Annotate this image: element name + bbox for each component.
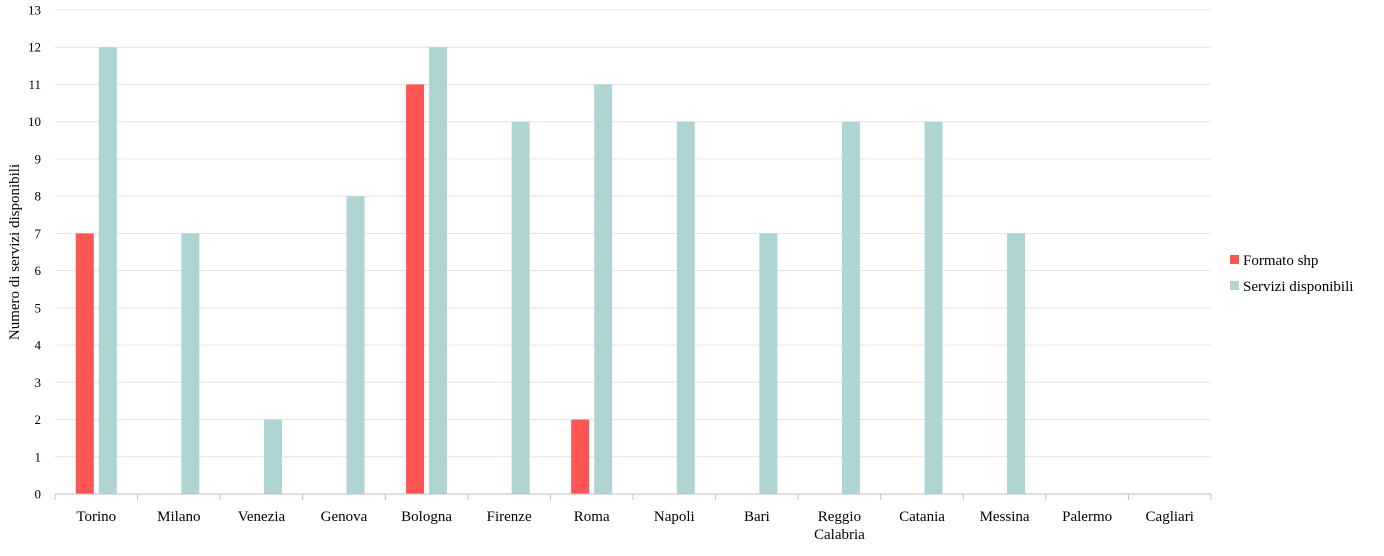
bar-servizi-disponibili bbox=[346, 196, 365, 494]
bar-formato-shp bbox=[571, 419, 590, 494]
bar-servizi-disponibili bbox=[841, 121, 860, 494]
bar-servizi-disponibili bbox=[676, 121, 695, 494]
x-tick-label: Torino bbox=[76, 509, 116, 525]
x-tick-label: Genova bbox=[321, 509, 368, 525]
legend-swatch-formato-shp bbox=[1230, 255, 1239, 264]
x-tick-label: Milano bbox=[157, 509, 200, 525]
x-tick-label: Napoli bbox=[654, 509, 695, 525]
bar-servizi-disponibili bbox=[924, 121, 943, 494]
legend: Formato shp Servizi disponibili bbox=[1230, 253, 1353, 295]
y-tick-label: 2 bbox=[35, 412, 42, 427]
y-tick-label: 9 bbox=[35, 151, 42, 166]
legend-label-formato-shp: Formato shp bbox=[1243, 253, 1318, 269]
axes bbox=[54, 493, 1212, 500]
bars bbox=[75, 47, 1026, 494]
y-tick-label: 4 bbox=[35, 338, 42, 353]
bar-servizi-disponibili bbox=[759, 233, 778, 494]
y-tick-label: 10 bbox=[28, 114, 41, 129]
bar-servizi-disponibili bbox=[263, 419, 282, 494]
y-tick-label: 8 bbox=[35, 189, 42, 204]
bar-servizi-disponibili bbox=[511, 121, 530, 494]
y-axis-label: Numero di servizi disponibili bbox=[7, 164, 23, 340]
x-tick-label: Bologna bbox=[401, 509, 452, 525]
bar-servizi-disponibili bbox=[594, 84, 613, 494]
y-tick-label: 13 bbox=[28, 3, 41, 18]
legend-swatch-servizi-disponibili bbox=[1230, 281, 1239, 290]
x-tick-label: Venezia bbox=[238, 509, 286, 525]
y-tick-label: 12 bbox=[28, 40, 41, 55]
x-tick-label: Reggio Calabria bbox=[814, 509, 865, 543]
bar-servizi-disponibili bbox=[181, 233, 200, 494]
y-tick-label: 5 bbox=[35, 300, 42, 315]
y-tick-label: 11 bbox=[28, 77, 41, 92]
gridlines bbox=[55, 9, 1211, 458]
bar-servizi-disponibili bbox=[1007, 233, 1026, 494]
legend-label-servizi-disponibili: Servizi disponibili bbox=[1243, 279, 1353, 295]
x-tick-labels: Torino Milano Venezia Genova Bologna Firenze R… bbox=[76, 509, 1193, 543]
x-tick-label: Messina bbox=[980, 509, 1030, 525]
x-tick-label: Roma bbox=[574, 509, 610, 525]
x-tick-label: Catania bbox=[899, 509, 945, 525]
y-tick-label: 1 bbox=[35, 449, 42, 464]
y-tick-label: 3 bbox=[35, 375, 42, 390]
bar-formato-shp bbox=[406, 84, 425, 494]
x-tick-label: Palermo bbox=[1062, 509, 1112, 525]
x-tick-label: Bari bbox=[744, 509, 770, 525]
y-tick-label: 0 bbox=[35, 487, 42, 502]
bar-servizi-disponibili bbox=[98, 47, 117, 494]
x-tick-label: Cagliari bbox=[1146, 509, 1194, 525]
bar-formato-shp bbox=[75, 233, 94, 494]
bar-servizi-disponibili bbox=[429, 47, 448, 494]
x-tick-label: Firenze bbox=[487, 509, 532, 525]
y-tick-label: 6 bbox=[35, 263, 42, 278]
y-tick-label: 7 bbox=[35, 226, 42, 241]
